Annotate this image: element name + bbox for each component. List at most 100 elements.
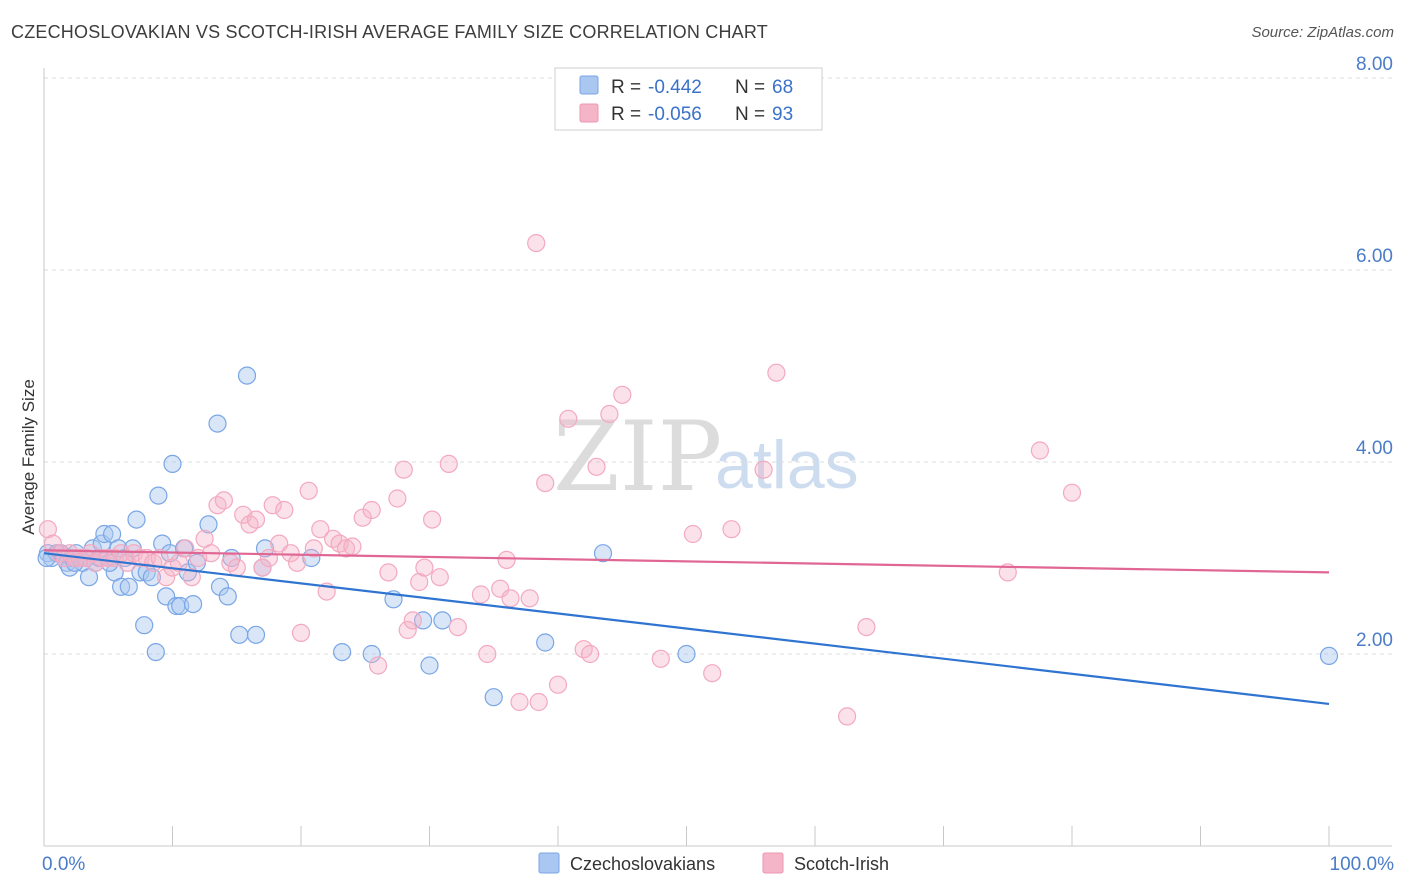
point-czechoslovakians xyxy=(111,577,131,596)
point-scotch-irish xyxy=(613,385,632,404)
gridlines xyxy=(44,77,1392,655)
point-scotch-irish xyxy=(587,457,606,476)
point-scotch-irish xyxy=(394,460,413,479)
point-scotch-irish xyxy=(291,623,311,643)
point-scotch-irish xyxy=(388,489,407,508)
point-scotch-irish xyxy=(157,568,176,587)
point-czechoslovakians xyxy=(142,568,161,587)
y-tick-label: 6.00 xyxy=(1356,246,1393,267)
point-scotch-irish xyxy=(423,510,442,529)
point-czechoslovakians xyxy=(146,642,165,662)
point-czechoslovakians xyxy=(237,366,257,385)
point-scotch-irish xyxy=(275,500,294,520)
point-czechoslovakians xyxy=(184,594,203,614)
point-scotch-irish xyxy=(1062,483,1082,502)
point-scotch-irish xyxy=(600,404,619,424)
point-scotch-irish xyxy=(471,585,490,604)
legend-n-label-1: N = xyxy=(735,77,765,98)
bottom-legend-swatch-czechoslovakians xyxy=(538,852,560,874)
trend-line-scotch-irish xyxy=(43,549,1330,574)
point-scotch-irish xyxy=(527,234,546,253)
point-scotch-irish xyxy=(520,589,539,608)
point-scotch-irish xyxy=(580,644,600,664)
point-scotch-irish xyxy=(311,520,330,539)
point-scotch-irish xyxy=(430,568,449,587)
point-scotch-irish xyxy=(253,558,272,577)
point-scotch-irish xyxy=(478,644,497,664)
point-czechoslovakians xyxy=(1319,646,1339,666)
point-czechoslovakians xyxy=(255,539,275,558)
point-czechoslovakians xyxy=(199,515,218,534)
point-czechoslovakians xyxy=(149,486,168,505)
legend-r-value-1: -0.442 xyxy=(648,77,702,98)
point-czechoslovakians xyxy=(593,544,613,563)
point-czechoslovakians xyxy=(536,633,555,652)
point-czechoslovakians xyxy=(135,616,154,635)
point-czechoslovakians xyxy=(95,524,114,544)
source-credit: Source: ZipAtlas.com xyxy=(1251,24,1394,41)
point-czechoslovakians xyxy=(230,625,249,644)
point-scotch-irish xyxy=(227,558,246,577)
point-czechoslovakians xyxy=(677,644,696,664)
legend-n-value-2: 93 xyxy=(772,104,793,125)
point-czechoslovakians xyxy=(362,644,381,664)
point-scotch-irish xyxy=(651,649,670,668)
point-scotch-irish xyxy=(683,524,703,544)
point-czechoslovakians xyxy=(127,510,146,529)
point-scotch-irish xyxy=(304,539,323,558)
legend-n-value-1: 68 xyxy=(772,77,793,98)
point-scotch-irish xyxy=(410,572,429,592)
x-tick-label-min: 0.0% xyxy=(42,854,85,875)
point-czechoslovakians xyxy=(420,656,439,675)
point-scotch-irish xyxy=(754,460,773,479)
point-scotch-irish xyxy=(510,692,529,712)
y-tick-label: 2.00 xyxy=(1356,630,1393,651)
series-legend: Czechoslovakians Scotch-Irish xyxy=(538,852,889,874)
point-czechoslovakians xyxy=(210,577,230,596)
point-scotch-irish xyxy=(246,510,266,529)
y-axis-label: Average Family Size xyxy=(19,379,38,535)
axes xyxy=(43,68,1392,847)
bottom-legend-label-czechoslovakians: Czechoslovakians xyxy=(570,854,715,874)
watermark-atlas: atlas xyxy=(715,427,859,503)
point-scotch-irish xyxy=(38,520,58,539)
trend-lines xyxy=(43,549,1330,706)
point-scotch-irish xyxy=(263,496,282,515)
point-scotch-irish xyxy=(214,491,233,510)
point-scotch-irish xyxy=(398,620,417,640)
point-scotch-irish xyxy=(837,707,857,726)
watermark: ZIP atlas xyxy=(553,401,859,513)
legend-r-label-1: R = xyxy=(611,77,641,98)
chart-title: CZECHOSLOVAKIAN VS SCOTCH-IRISH AVERAGE … xyxy=(11,22,768,42)
legend-swatch-scotch-irish xyxy=(579,103,599,123)
trend-line-czechoslovakians xyxy=(43,552,1330,706)
point-czechoslovakians xyxy=(218,587,237,606)
point-scotch-irish xyxy=(259,548,278,568)
point-czechoslovakians xyxy=(433,611,452,630)
point-czechoslovakians xyxy=(333,642,352,662)
point-scotch-irish xyxy=(43,534,63,553)
point-scotch-irish xyxy=(448,617,467,637)
point-czechoslovakians xyxy=(163,454,182,473)
point-czechoslovakians xyxy=(119,577,138,596)
legend-r-label-2: R = xyxy=(611,104,641,125)
point-scotch-irish xyxy=(1030,441,1050,460)
point-scotch-irish xyxy=(299,481,318,500)
x-ticks xyxy=(43,826,1330,846)
point-scotch-irish xyxy=(415,558,434,577)
legend-swatch-czechoslovakians xyxy=(579,75,599,95)
point-scotch-irish xyxy=(362,500,381,520)
point-scotch-irish xyxy=(369,656,388,675)
stats-legend: R = -0.442 N = 68 R = -0.056 N = 93 xyxy=(554,67,823,131)
point-scotch-irish xyxy=(403,611,422,630)
point-czechoslovakians xyxy=(208,414,227,433)
point-czechoslovakians xyxy=(246,625,266,644)
point-scotch-irish xyxy=(281,544,300,563)
point-scotch-irish xyxy=(501,589,520,608)
point-scotch-irish xyxy=(998,563,1017,582)
point-scotch-irish xyxy=(182,568,201,587)
bottom-legend-label-scotch-irish: Scotch-Irish xyxy=(794,854,889,874)
point-scotch-irish xyxy=(343,537,362,556)
point-czechoslovakians xyxy=(414,611,433,630)
